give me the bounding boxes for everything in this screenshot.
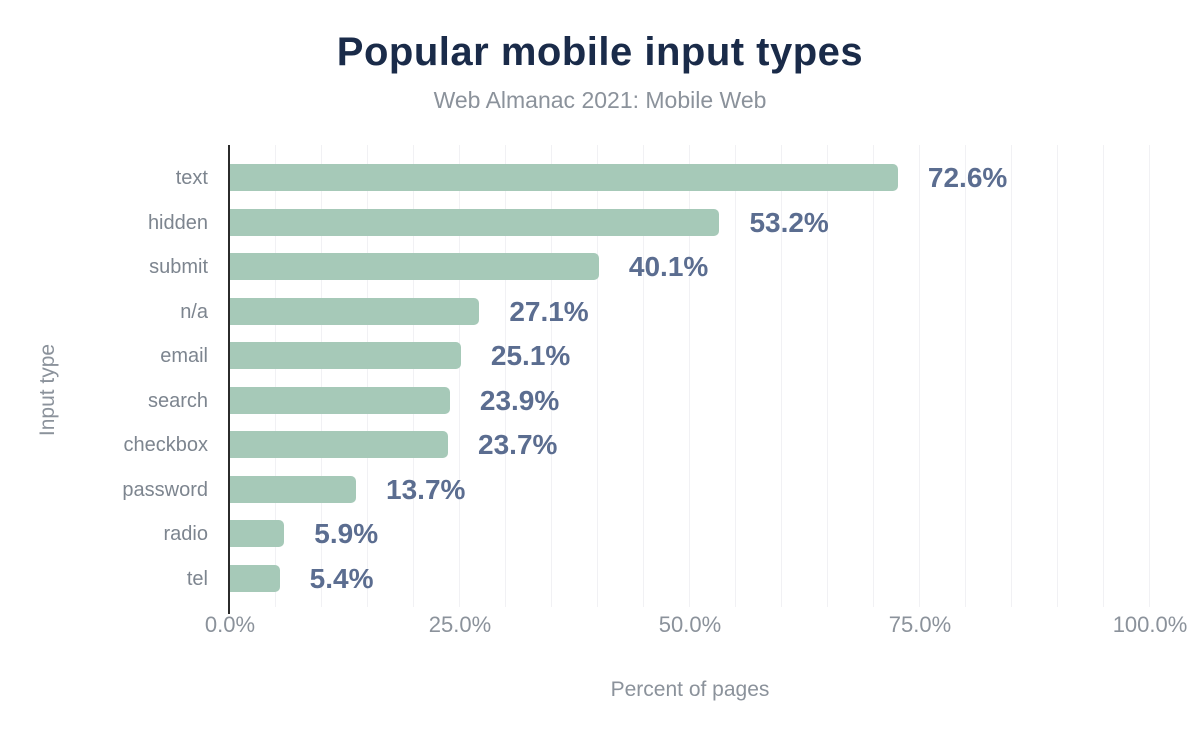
bar-value-label: 23.7% (478, 429, 558, 460)
bar-submit (230, 253, 599, 280)
gridline (1149, 145, 1150, 607)
gridline (275, 145, 276, 607)
x-tick-label: 50.0% (658, 612, 722, 637)
category-label-tel: tel (186, 567, 208, 590)
gridline (1011, 145, 1012, 607)
bar-hidden (230, 208, 720, 236)
bar-value-label: 40.1% (628, 251, 709, 282)
chart-subtitle: Web Almanac 2021: Mobile Web (433, 87, 767, 113)
gridline (873, 145, 874, 607)
chart-title: Popular mobile input types (336, 30, 864, 74)
bar-n-a (230, 297, 480, 325)
gridline (551, 145, 552, 607)
category-label-hidden: hidden (147, 211, 208, 234)
bar-value-label: 13.7% (386, 473, 466, 505)
category-label-text: text (175, 167, 208, 189)
bar-search (230, 386, 450, 414)
x-tick-label: 25.0% (428, 612, 492, 637)
gridline (735, 145, 736, 607)
bar-checkbox (230, 431, 449, 458)
bar-value-label: 23.9% (479, 384, 560, 416)
bar-value-label: 5.4% (309, 562, 374, 594)
bar-text (230, 164, 898, 191)
plot-area: 72.6% 53.2% 40.1% 27.1% 25.1% 23.9% 23.7% 13.7%… (122, 145, 1187, 701)
gridline (781, 145, 782, 607)
category-label-password: password (122, 478, 208, 501)
category-label-radio: radio (163, 523, 208, 545)
gridline (965, 145, 966, 607)
gridline (321, 145, 322, 607)
gridline (459, 145, 460, 607)
gridline (919, 145, 920, 607)
gridline (643, 145, 644, 607)
bar-value-label: 27.1% (509, 295, 589, 327)
bar-radio (230, 520, 285, 547)
bar-password (230, 475, 357, 503)
gridline (505, 145, 506, 607)
bar-value-label: 53.2% (749, 206, 829, 238)
bar-value-label: 5.9% (314, 518, 379, 549)
x-tick-label: 0.0% (204, 612, 256, 637)
x-axis-title: Percent of pages (610, 678, 770, 701)
category-label-submit: submit (149, 256, 208, 278)
gridline (1103, 145, 1104, 607)
category-label-search: search (147, 389, 208, 412)
y-axis-line (228, 145, 230, 614)
x-tick-label: 75.0% (888, 612, 952, 637)
bar-value-label: 25.1% (490, 340, 571, 371)
gridline (367, 145, 368, 607)
gridline (413, 145, 414, 607)
bar-tel (230, 564, 280, 592)
gridline (827, 145, 828, 607)
bar-email (230, 342, 461, 369)
bar-value-label: 72.6% (927, 162, 1008, 193)
gridline (1057, 145, 1058, 607)
category-label-n-a: n/a (180, 300, 208, 323)
category-label-email: email (160, 345, 208, 367)
x-tick-label: 100.0% (1112, 612, 1188, 637)
category-label-checkbox: checkbox (123, 434, 209, 456)
gridline (689, 145, 690, 607)
gridline (597, 145, 598, 607)
